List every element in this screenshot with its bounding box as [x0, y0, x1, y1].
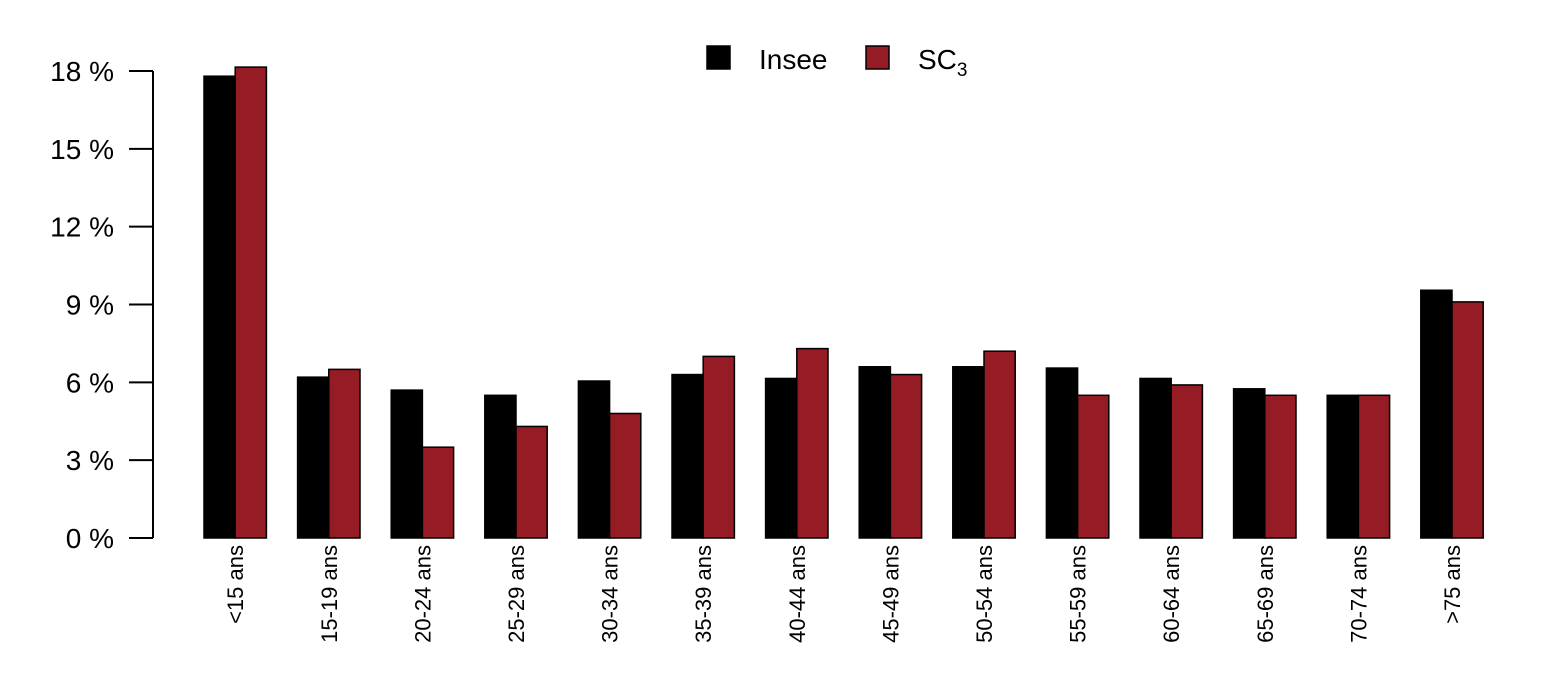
bar-sc3	[608, 412, 642, 539]
x-tick-label: <15 ans	[223, 545, 248, 624]
x-tick-label: 45-49 ans	[878, 545, 903, 643]
legend-label-sc3: SC3	[918, 44, 967, 81]
bar-sc3	[1170, 384, 1204, 539]
bar-sc3	[1076, 394, 1110, 539]
bar-insee	[671, 373, 704, 539]
y-tick-label: 3 %	[66, 445, 114, 476]
y-tick-label: 9 %	[66, 290, 114, 321]
bar-sc3	[1451, 301, 1484, 539]
x-tick-label: 40-44 ans	[785, 545, 810, 643]
x-tick-label: 65-69 ans	[1253, 545, 1278, 643]
x-tick-label: 30-34 ans	[598, 545, 623, 643]
bar-insee	[952, 366, 985, 539]
bar-sc3	[234, 66, 268, 539]
y-tick-label: 6 %	[66, 367, 114, 398]
bar-insee	[390, 389, 424, 539]
y-axis: 0 % 3 % 6 % 9 % 12 % 15 % 18 %	[50, 56, 154, 554]
bar-insee	[764, 377, 798, 539]
y-tick-label: 15 %	[50, 134, 114, 165]
bar-sc3	[328, 368, 361, 539]
bar-sc3	[889, 373, 923, 539]
bar-sc3	[702, 355, 736, 539]
x-tick-label: 70-74 ans	[1346, 545, 1371, 643]
x-tick-label: 35-39 ans	[691, 545, 716, 643]
bar-insee	[296, 376, 330, 539]
x-tick-label: 20-24 ans	[410, 545, 435, 643]
x-tick-label: 15-19 ans	[317, 545, 342, 643]
x-axis-labels: <15 ans 15-19 ans 20-24 ans 25-29 ans 30-34 …	[223, 545, 1465, 643]
x-tick-label: 50-54 ans	[972, 545, 997, 643]
bar-insee	[1139, 377, 1172, 539]
bar-insee	[1045, 367, 1079, 539]
bar-sc3	[515, 425, 548, 539]
y-tick-label: 0 %	[66, 523, 114, 554]
legend-label-insee: Insee	[759, 44, 828, 75]
y-tick-label: 12 %	[50, 212, 114, 243]
x-tick-label: 55-59 ans	[1066, 545, 1091, 643]
x-tick-label: 25-29 ans	[504, 545, 529, 643]
bars	[203, 66, 1484, 539]
bar-sc3	[1264, 394, 1297, 539]
bar-sc3	[421, 446, 455, 539]
bar-sc3	[1357, 394, 1391, 539]
bar-insee	[1232, 388, 1266, 539]
legend-swatch-sc3	[865, 45, 890, 70]
x-tick-label: 60-64 ans	[1159, 545, 1184, 643]
bar-sc3	[983, 350, 1016, 539]
bar-sc3	[796, 347, 829, 539]
bar-insee	[1420, 289, 1453, 539]
bar-insee	[1326, 394, 1360, 539]
x-tick-label: >75 ans	[1440, 545, 1465, 624]
legend-swatch-insee	[706, 45, 731, 70]
bar-insee	[203, 75, 236, 539]
bar-insee	[858, 366, 892, 539]
bar-insee	[577, 380, 611, 539]
legend: Insee SC3	[706, 44, 967, 81]
bar-insee	[484, 394, 517, 539]
y-tick-label: 18 %	[50, 56, 114, 87]
